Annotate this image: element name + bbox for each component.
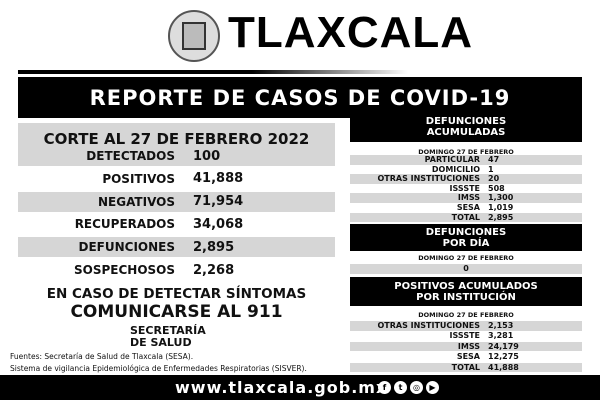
table-row: TOTAL 2,895	[350, 212, 582, 223]
row-value: 2,268	[193, 262, 235, 278]
row-label: PARTICULAR	[424, 155, 480, 164]
row-value: 20	[488, 174, 500, 184]
row-value: 41,888	[488, 362, 519, 372]
table-row: IMSS 1,300	[350, 193, 582, 203]
positives-institution-header: POSITIVOS ACUMULADOS POR INSTITUCIÓN	[350, 277, 582, 306]
table-row: DETECTADOS 100	[18, 146, 335, 166]
row-value: 2,153	[488, 321, 514, 330]
table-row: IMSS 24,179	[350, 341, 582, 352]
row-value: 1	[488, 164, 494, 174]
row-value: 3,281	[488, 331, 514, 341]
row-label: DEFUNCIONES	[78, 240, 176, 255]
tlaxcala-seal-logo	[168, 10, 220, 62]
row-value: 41,888	[193, 171, 244, 187]
row-label: SOSPECHOSOS	[73, 263, 175, 277]
report-title: REPORTE DE CASOS DE COVID-19	[18, 77, 582, 118]
row-value: 47	[488, 155, 500, 164]
row-value: 12,275	[488, 352, 519, 362]
row-value: 1,019	[488, 203, 514, 212]
row-label: ISSSTE	[449, 183, 480, 193]
table-row: ISSSTE 508	[350, 184, 582, 194]
row-label: NEGATIVOS	[97, 194, 175, 209]
website-link[interactable]: www.tlaxcala.gob.mx	[175, 378, 388, 397]
table-row: TOTAL 41,888	[350, 362, 582, 373]
row-label: TOTAL	[451, 212, 480, 222]
row-value: 24,179	[488, 341, 519, 351]
row-label: IMSS	[457, 193, 480, 203]
table-row: RECUPERADOS 34,068	[18, 214, 335, 234]
twitter-icon[interactable]: t	[394, 381, 407, 394]
row-label: OTRAS INSTITUCIONES	[377, 321, 480, 330]
source-line-2: Sistema de vigilancia Epidemiológica de …	[10, 364, 307, 373]
row-value: 100	[193, 148, 221, 164]
row-label: SESA	[456, 203, 480, 212]
deaths-cumulative-header: DEFUNCIONES ACUMULADAS	[350, 112, 582, 142]
brand-title: TLAXCALA	[228, 8, 474, 57]
symptoms-message: EN CASO DE DETECTAR SÍNTOMAS	[46, 286, 307, 302]
facebook-icon[interactable]: f	[378, 381, 391, 394]
deaths-daily-date: DOMINGO 27 DE FEBRERO	[418, 254, 514, 262]
deaths-daily-value: 0	[350, 264, 582, 274]
positives-institution-date: DOMINGO 27 DE FEBRERO	[418, 311, 514, 319]
table-row: DEFUNCIONES 2,895	[18, 237, 335, 258]
row-label: DETECTADOS	[86, 149, 175, 163]
instagram-icon[interactable]: ◎	[410, 381, 423, 394]
table-row: OTRAS INSTITUCIONES 20	[350, 174, 582, 184]
row-value: 508	[488, 183, 505, 193]
source-line-1: Fuentes: Secretaría de Salud de Tlaxcala…	[10, 352, 194, 361]
table-row: ISSSTE 3,281	[350, 331, 582, 341]
sec-line1: SECRETARÍA	[130, 324, 206, 337]
row-label: DOMICILIO	[431, 164, 480, 174]
row-value: 2,895	[193, 239, 235, 255]
sec-line2: DE SALUD	[130, 336, 192, 349]
deaths-daily-header: DEFUNCIONES POR DÍA	[350, 224, 582, 251]
row-label: RECUPERADOS	[74, 217, 175, 232]
row-label: TOTAL	[451, 362, 480, 372]
deaths-cumulative-date: DOMINGO 27 DE FEBRERO	[418, 148, 514, 156]
call-911-message: COMUNICARSE AL 911	[70, 302, 283, 322]
divider	[18, 70, 408, 74]
table-row: OTRAS INSTITUCIONES 2,153	[350, 321, 582, 331]
row-value: 2,895	[488, 212, 514, 222]
table-row: DOMICILIO 1	[350, 165, 582, 175]
table-row: POSITIVOS 41,888	[18, 169, 335, 189]
table-row: SOSPECHOSOS 2,268	[18, 260, 335, 280]
secretaria-label: SECRETARÍA DE SALUD	[130, 325, 206, 349]
row-value: 1,300	[488, 193, 514, 203]
row-label: ISSSTE	[449, 331, 480, 341]
youtube-icon[interactable]: ▶	[426, 381, 439, 394]
row-label: IMSS	[457, 341, 480, 351]
footer-bar: www.tlaxcala.gob.mx f t ◎ ▶	[0, 375, 600, 400]
table-row: NEGATIVOS 71,954	[18, 191, 335, 212]
row-label: OTRAS INSTITUCIONES	[377, 174, 480, 184]
row-label: POSITIVOS	[102, 171, 175, 186]
row-value: 71,954	[193, 194, 244, 210]
table-row: SESA 12,275	[350, 352, 582, 362]
row-label: SESA	[456, 352, 480, 362]
table-row: SESA 1,019	[350, 203, 582, 213]
row-value: 34,068	[193, 216, 244, 232]
table-row: PARTICULAR 47	[350, 155, 582, 165]
